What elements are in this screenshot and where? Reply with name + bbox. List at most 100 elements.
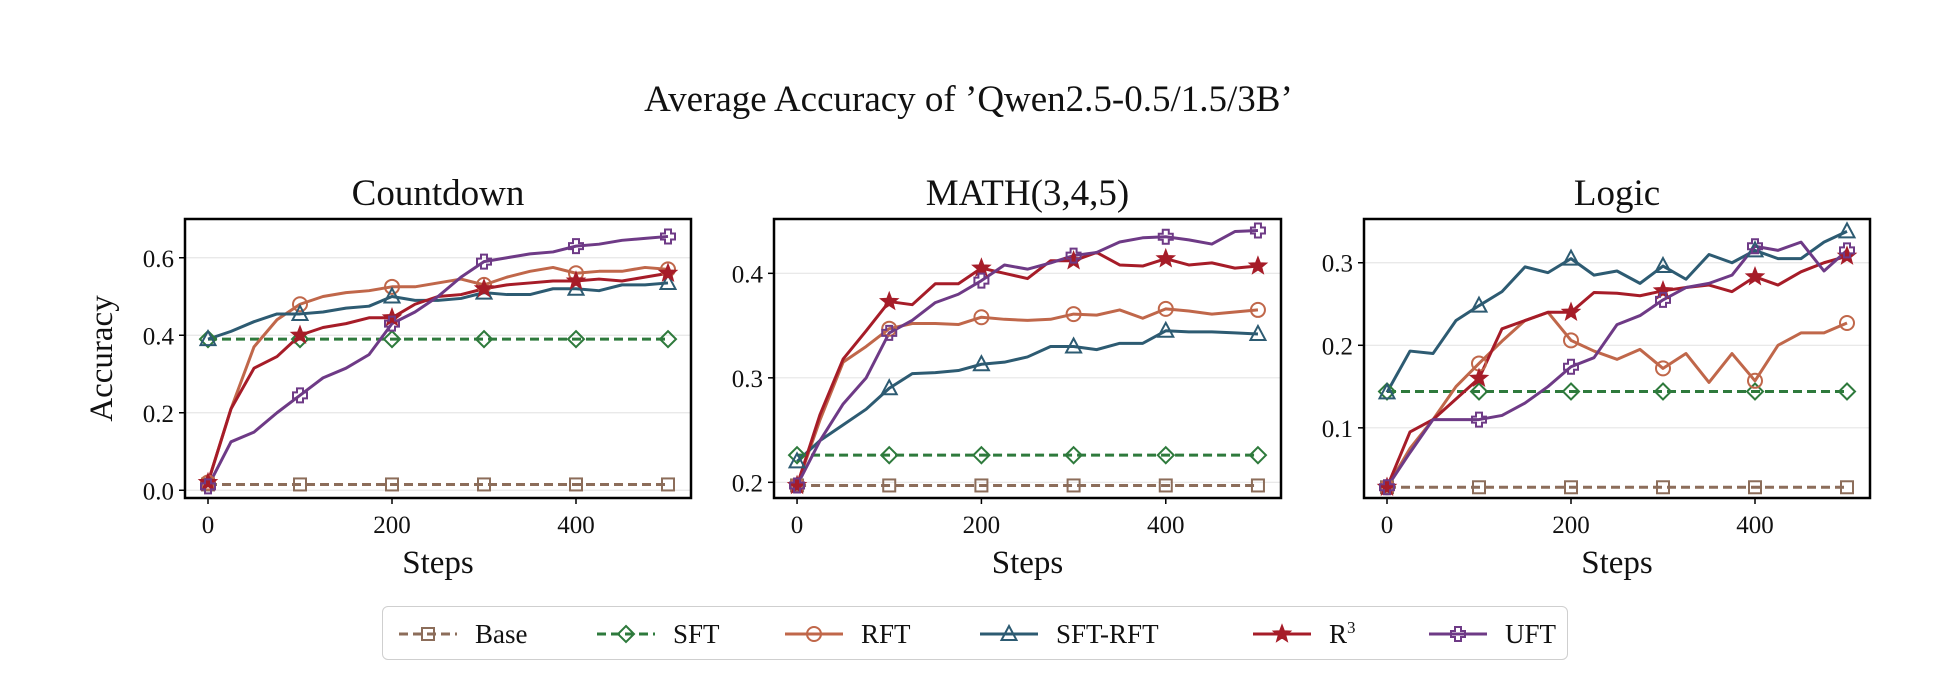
marker-sft-rft [1837, 221, 1857, 239]
marker-sft-rft [787, 451, 807, 469]
legend-label: UFT [1505, 618, 1557, 649]
marker-r3 [197, 471, 219, 492]
marker-base [1250, 478, 1265, 493]
marker-r3 [1560, 301, 1582, 322]
legend-label: R3 [1329, 618, 1356, 649]
marker-sft-rft [1377, 382, 1397, 400]
marker-base [477, 477, 491, 492]
marker-sft [382, 329, 402, 349]
marker-base [1564, 480, 1578, 495]
series-line-uft [795, 228, 1259, 487]
legend-swatch [597, 624, 655, 644]
x-tick-label: 200 [963, 512, 1001, 539]
marker-rft [1249, 301, 1266, 318]
marker-base [293, 477, 307, 492]
marker-sft [658, 329, 678, 349]
y-axis-label: Accuracy [84, 295, 120, 422]
axes-frame [1362, 217, 1872, 500]
legend-marker [1271, 623, 1293, 643]
marker-uft [789, 477, 806, 494]
legend-label: RFT [861, 618, 911, 649]
marker-uft [476, 253, 492, 270]
marker-rft [973, 309, 990, 326]
legend-item-rft: RFT [781, 607, 911, 661]
marker-base [1158, 478, 1173, 493]
marker-uft [568, 238, 584, 255]
marker-sft-rft [1064, 336, 1083, 354]
legend-marker [999, 623, 1019, 641]
marker-r3 [473, 277, 495, 298]
marker-uft [200, 478, 216, 495]
marker-base [1748, 480, 1762, 495]
panel-1: 0 200 400 0.0 0.2 0.4 0.6 Countdown Steps Accurac… [84, 173, 693, 581]
series-line-r3 [795, 250, 1259, 486]
legend-marker [1450, 626, 1466, 642]
marker-sft [1837, 382, 1857, 401]
legend-item-sft: SFT [593, 607, 720, 661]
marker-rft [1065, 306, 1082, 323]
y-tick-label: 0.4 [143, 323, 175, 350]
marker-base [385, 477, 399, 492]
marker-sft [290, 329, 310, 349]
marker-rft [1839, 315, 1855, 332]
marker-uft [1065, 247, 1082, 264]
marker-sft [474, 329, 494, 349]
x-tick-label: 400 [1736, 512, 1774, 539]
marker-uft [1471, 411, 1487, 428]
marker-base [974, 478, 989, 493]
marker-uft [1839, 242, 1855, 259]
x-tick-label: 0 [791, 512, 804, 539]
marker-sft-rft [382, 286, 402, 304]
marker-sft-rft [198, 329, 218, 347]
marker-sft-rft [1248, 323, 1268, 341]
marker-sft [1156, 445, 1176, 465]
marker-rft [881, 320, 898, 337]
y-tick-label: 0.3 [1322, 251, 1353, 278]
marker-rft [1563, 332, 1579, 349]
marker-base [1066, 478, 1081, 493]
legend: Base SFT RFT SFT-RFT R3 UFT [382, 606, 1568, 660]
marker-r3 [971, 257, 992, 277]
marker-uft [660, 228, 676, 245]
marker-uft [1563, 358, 1579, 375]
marker-sft-rft [880, 378, 899, 396]
marker-base [1472, 480, 1486, 495]
marker-sft-rft [1156, 320, 1175, 338]
series-line-rft [1385, 310, 1848, 489]
y-tick-label: 0.4 [732, 261, 764, 288]
marker-base [1840, 480, 1854, 495]
x-tick-label: 200 [1552, 512, 1590, 539]
series-line-rft [795, 307, 1259, 486]
marker-sft [879, 445, 899, 465]
marker-uft [1655, 291, 1671, 308]
legend-label: SFT-RFT [1056, 618, 1159, 649]
marker-sft [787, 445, 807, 465]
marker-sft-rft [1653, 255, 1673, 274]
x-tick-label: 400 [557, 512, 595, 539]
marker-r3 [657, 262, 679, 282]
marker-r3 [878, 290, 900, 311]
legend-marker [616, 624, 636, 644]
legend-item-base: Base [395, 607, 527, 661]
marker-uft [1747, 238, 1763, 255]
y-tick-label: 0.6 [143, 246, 174, 273]
marker-rft [1747, 372, 1763, 389]
marker-sft [1653, 382, 1673, 401]
marker-sft [566, 329, 586, 349]
marker-rft [1655, 360, 1671, 377]
legend-swatch [980, 623, 1038, 641]
marker-uft [292, 387, 308, 404]
marker-sft-rft [290, 303, 310, 321]
y-tick-label: 0.2 [1322, 333, 1353, 360]
legend-label: Base [475, 618, 528, 649]
y-tick-label: 0.0 [143, 478, 174, 505]
marker-sft [198, 329, 218, 349]
axes-frame [772, 217, 1283, 500]
marker-r3 [289, 324, 311, 344]
legend-swatch [1253, 623, 1311, 643]
marker-r3 [1468, 367, 1490, 388]
marker-r3 [565, 270, 587, 290]
panel-2: 0 200 400 0.2 0.3 0.4 MATH(3,4,5) Steps [732, 173, 1283, 581]
x-tick-label: 200 [373, 512, 411, 539]
